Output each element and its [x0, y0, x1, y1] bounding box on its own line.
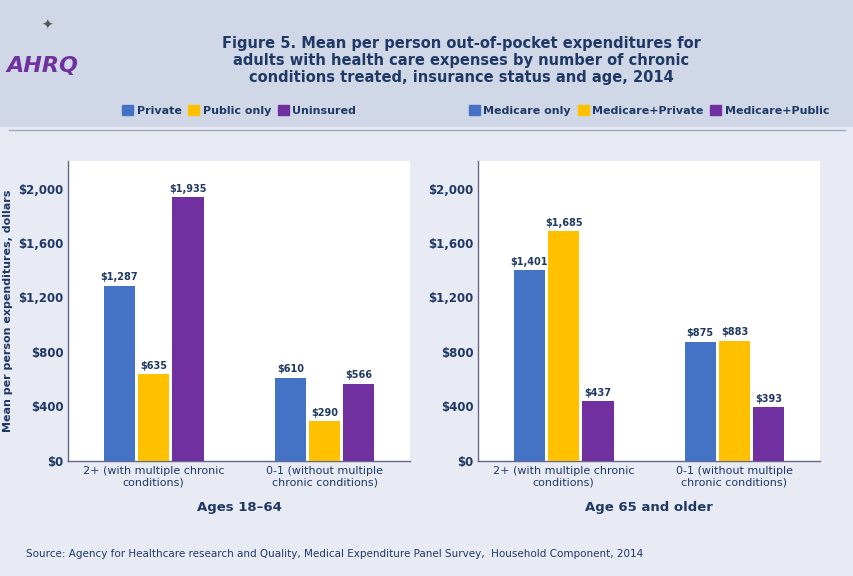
Bar — [718, 340, 749, 461]
Text: $437: $437 — [583, 388, 611, 398]
Text: $1,401: $1,401 — [510, 257, 548, 267]
Bar — [275, 378, 305, 461]
Text: $610: $610 — [276, 365, 304, 374]
Bar — [343, 384, 374, 461]
Text: $1,287: $1,287 — [101, 272, 138, 282]
Legend: Medicare only, Medicare+Private, Medicare+Public: Medicare only, Medicare+Private, Medicar… — [464, 101, 833, 120]
Bar — [172, 198, 203, 461]
Legend: Private, Public only, Uninsured: Private, Public only, Uninsured — [118, 101, 360, 120]
Bar — [582, 401, 612, 461]
Text: $875: $875 — [686, 328, 713, 338]
Y-axis label: Mean per person expenditures, dollars: Mean per person expenditures, dollars — [3, 190, 13, 432]
Text: $883: $883 — [720, 327, 747, 337]
Bar — [752, 407, 783, 461]
Bar — [104, 286, 135, 461]
Text: ✦: ✦ — [41, 19, 53, 33]
Bar — [684, 342, 715, 461]
Text: Figure 5. Mean per person out-of-pocket expenditures for
adults with health care: Figure 5. Mean per person out-of-pocket … — [222, 36, 699, 85]
Text: $1,935: $1,935 — [169, 184, 206, 194]
Text: $635: $635 — [140, 361, 167, 371]
Text: $1,685: $1,685 — [544, 218, 582, 228]
Text: $393: $393 — [754, 394, 781, 404]
Text: AHRQ: AHRQ — [7, 56, 78, 76]
Text: Source: Agency for Healthcare research and Quality, Medical Expenditure Panel Su: Source: Agency for Healthcare research a… — [26, 549, 642, 559]
Bar — [514, 270, 544, 461]
Text: $566: $566 — [345, 370, 372, 380]
Bar — [548, 232, 578, 461]
Text: $290: $290 — [310, 408, 338, 418]
X-axis label: Ages 18–64: Ages 18–64 — [196, 501, 281, 514]
Bar — [138, 374, 169, 461]
Bar — [309, 421, 339, 461]
X-axis label: Age 65 and older: Age 65 and older — [584, 501, 712, 514]
